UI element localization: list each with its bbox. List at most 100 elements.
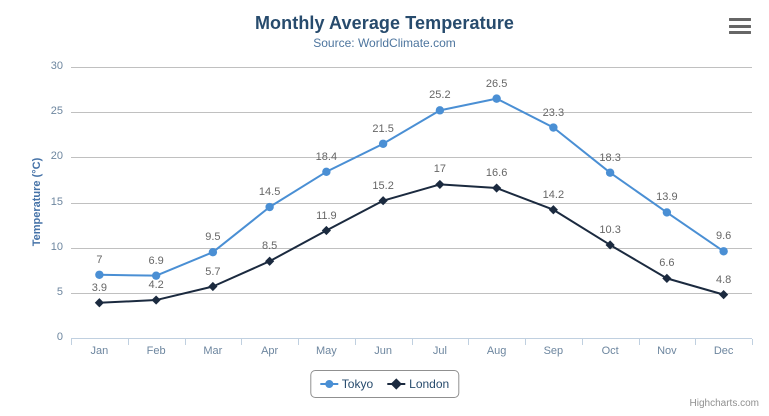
data-label: 10.3 xyxy=(599,223,621,236)
x-axis-tick-label: Dec xyxy=(713,345,734,357)
data-point-circle[interactable] xyxy=(265,202,274,212)
data-point-diamond[interactable] xyxy=(151,295,161,305)
y-axis-labels: 0 5 10 15 20 25 30 xyxy=(19,0,63,416)
data-label: 18.4 xyxy=(315,150,338,163)
data-label: 6.6 xyxy=(659,257,675,270)
y-axis-tick-label: 20 xyxy=(50,150,63,163)
legend-item-london[interactable]: London xyxy=(387,377,449,391)
x-axis-tick-label: May xyxy=(315,345,337,357)
chart-title: Monthly Average Temperature xyxy=(254,13,515,33)
data-point-diamond[interactable] xyxy=(492,183,502,193)
data-point-circle[interactable] xyxy=(378,139,388,148)
x-axis-tick xyxy=(298,339,299,345)
hamburger-menu-icon[interactable] xyxy=(729,17,753,35)
data-label: 16.6 xyxy=(485,167,508,180)
data-point-circle[interactable] xyxy=(605,168,615,177)
data-point-diamond[interactable] xyxy=(321,225,331,236)
data-label: 6.9 xyxy=(148,254,164,267)
data-label: 7 xyxy=(96,253,103,266)
legend-label-tokyo: Tokyo xyxy=(341,377,374,391)
data-point-diamond[interactable] xyxy=(605,240,615,250)
x-axis-tick xyxy=(354,339,356,345)
data-point-circle[interactable] xyxy=(208,247,218,257)
legend: Tokyo London xyxy=(309,370,460,398)
data-point-diamond[interactable] xyxy=(378,196,388,206)
data-point-circle[interactable] xyxy=(322,167,331,176)
x-axis-tick xyxy=(581,339,583,345)
legend-item-tokyo[interactable]: Tokyo xyxy=(319,377,374,391)
series-paths xyxy=(94,94,729,308)
data-label: 18.3 xyxy=(599,151,621,164)
y-axis-tick-label: 5 xyxy=(56,285,63,298)
y-axis-title: Temperature (°C) xyxy=(31,157,43,247)
x-axis-tick-label: Mar xyxy=(203,345,223,357)
data-label: 8.5 xyxy=(261,240,278,253)
gridline xyxy=(71,67,752,68)
data-point-circle[interactable] xyxy=(95,270,104,279)
legend-label-london: London xyxy=(409,377,450,391)
data-label: 3.9 xyxy=(91,281,108,294)
plot-area: 7 6.9 9.5 14.5 18.4 21.5 25.2 26.5 23.3 18.3 13.9 9… xyxy=(71,67,752,338)
series-line-london xyxy=(98,183,725,304)
menu-bar-2 xyxy=(729,24,751,28)
data-point-circle[interactable] xyxy=(492,94,501,103)
x-axis-line xyxy=(71,338,752,339)
data-point-diamond[interactable] xyxy=(548,205,558,215)
x-axis-tick-label: Oct xyxy=(601,345,619,357)
data-label: 9.6 xyxy=(715,230,732,243)
data-label: 25.2 xyxy=(429,89,451,102)
x-axis-tick xyxy=(752,339,753,345)
gridline xyxy=(71,157,752,159)
menu-bar-1 xyxy=(729,18,751,21)
gridline xyxy=(71,247,752,249)
data-point-circle[interactable] xyxy=(662,208,672,217)
x-axis-tick xyxy=(411,339,413,345)
circle-marker-icon xyxy=(324,380,333,388)
legend-symbol-tokyo xyxy=(319,378,338,390)
diamond-marker-icon xyxy=(390,378,402,390)
data-point-circle[interactable] xyxy=(151,271,161,280)
x-axis-tick xyxy=(241,339,243,345)
data-label: 4.2 xyxy=(148,279,164,292)
data-label: 4.8 xyxy=(715,273,732,286)
menu-bar-3 xyxy=(729,31,751,34)
x-axis-tick xyxy=(638,339,640,345)
x-axis-tick-label: Aug xyxy=(486,345,507,357)
x-axis-tick-label: Jun xyxy=(374,345,392,357)
legend-symbol-london xyxy=(387,378,406,390)
x-axis-tick xyxy=(127,339,129,345)
x-axis-tick xyxy=(184,339,186,345)
y-axis-tick-label: 15 xyxy=(50,195,63,208)
x-axis-tick xyxy=(71,339,72,345)
gridline xyxy=(71,202,752,204)
y-axis-tick-label: 30 xyxy=(50,60,63,72)
data-point-circle[interactable] xyxy=(549,123,558,132)
data-label: 26.5 xyxy=(485,77,508,90)
x-axis-tick-label: Jan xyxy=(90,345,109,357)
data-point-circle[interactable] xyxy=(435,106,445,115)
data-label: 9.5 xyxy=(205,231,221,244)
chart-subtitle: Source: WorldClimate.com xyxy=(313,36,456,50)
data-point-diamond[interactable] xyxy=(94,298,104,308)
x-axis-tick xyxy=(525,339,526,345)
x-axis-tick-label: Sep xyxy=(543,345,564,357)
data-point-diamond[interactable] xyxy=(719,290,729,300)
data-point-diamond[interactable] xyxy=(435,179,445,190)
data-point-circle[interactable] xyxy=(719,247,728,256)
data-label: 5.7 xyxy=(205,265,221,278)
credits-link[interactable]: Highcharts.com xyxy=(689,398,759,409)
x-axis-tick-label: Apr xyxy=(261,345,279,357)
x-axis-tick xyxy=(468,339,470,345)
gridline xyxy=(71,292,752,294)
data-label: 14.5 xyxy=(258,186,281,199)
gridline xyxy=(71,112,752,114)
data-label: 15.2 xyxy=(372,179,394,192)
data-label: 11.9 xyxy=(316,209,337,222)
data-point-diamond[interactable] xyxy=(208,281,218,292)
data-point-diamond[interactable] xyxy=(662,273,672,283)
data-label: 17 xyxy=(433,163,446,176)
data-point-diamond[interactable] xyxy=(265,256,275,266)
x-axis-tick-label: Jul xyxy=(432,345,447,357)
data-label: 21.5 xyxy=(372,122,394,135)
